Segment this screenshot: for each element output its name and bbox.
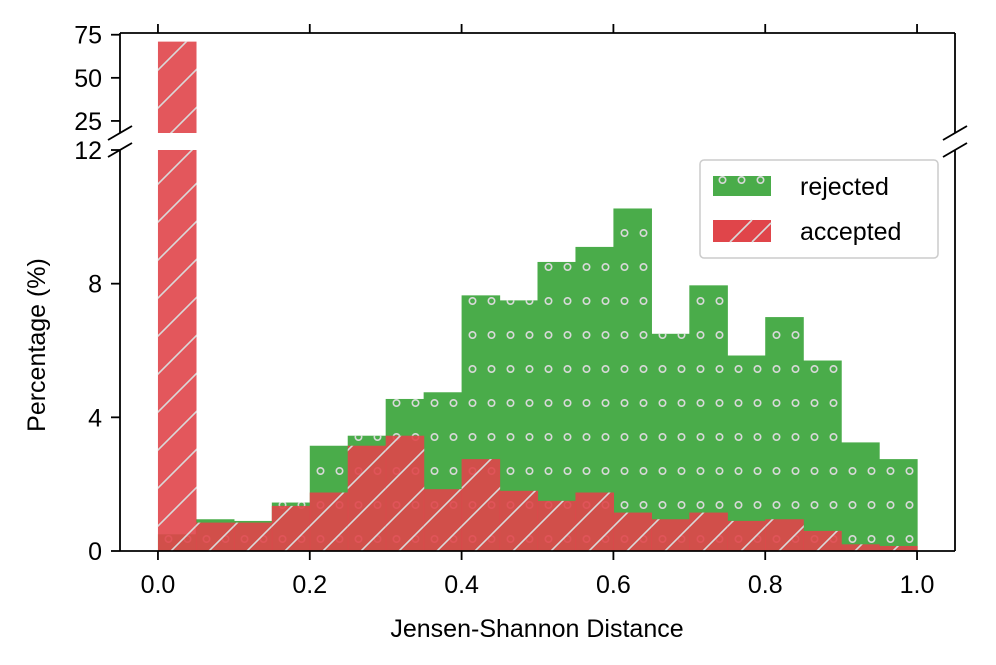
bar-accepted-2-hatch [233,522,273,551]
bar-accepted-7-hatch [423,489,463,551]
x-tick-label-5: 1.0 [900,571,935,599]
bar-accepted-16-hatch [765,519,804,551]
y-lower-tick-label-0: 0 [88,538,102,566]
upper-panel-bars [157,41,197,133]
y-upper-tick-label-1: 50 [74,65,102,93]
y-upper-tick-label-0: 25 [74,108,102,136]
legend-label-accepted: accepted [800,218,901,246]
axes-frame [107,32,968,552]
y-upper-tick-label-2: 75 [74,22,102,50]
bar-accepted-0-hatch [157,150,197,551]
bar-accepted-17-hatch [803,530,842,551]
bar-accepted-19-hatch [879,545,918,551]
y-lower-tick-label-1: 4 [88,404,102,432]
bar-rejected-13-hatch [651,333,690,551]
bar-accepted-13-hatch [651,519,690,551]
bar-rejected-17-hatch [803,360,842,551]
x-tick-label-1: 0.2 [292,571,327,599]
bar-accepted-1-hatch [195,522,235,551]
lower-panel-bars [157,150,918,551]
bar-rejected-19-hatch [879,459,918,551]
legend: rejected accepted [699,159,939,259]
bar-accepted-8-hatch [461,459,501,551]
bar-accepted-4-hatch [309,492,349,551]
x-tick-label-3: 0.6 [596,571,631,599]
legend-swatch-accepted-hatch [729,219,772,243]
bar-accepted-3-hatch [271,505,311,551]
y-lower-tick-label-2: 8 [88,271,102,299]
y-axis-label: Percentage (%) [23,258,51,432]
bar-accepted-15-hatch [727,520,766,551]
break-mark-lower-right [942,142,968,158]
bar-rejected-16-hatch [765,317,804,551]
x-axis-label: Jensen-Shannon Distance [390,615,683,643]
bar-accepted-6-hatch [385,435,425,551]
x-tick-label-0: 0.0 [141,571,176,599]
bar-accepted-14-hatch [689,512,728,551]
bar-rejected-15-hatch [727,355,766,551]
bar-accepted-10-hatch [537,500,577,551]
legend-swatch-rejected-hatch [713,176,771,196]
x-tick-label-4: 0.8 [748,571,783,599]
bar-accepted-9-hatch [499,490,539,551]
x-tick-label-2: 0.4 [444,571,479,599]
bar-accepted-18-hatch [841,544,880,551]
bar-rejected-18-hatch [841,442,880,551]
break-mark-upper-left [107,125,133,141]
bar-accepted-5-hatch [347,445,387,551]
break-mark-upper-right [942,125,968,141]
bar-accepted-12-hatch [613,512,652,551]
bar-accepted-11-hatch [575,492,615,551]
bar-rejected-12-hatch [613,208,652,551]
legend-label-rejected: rejected [800,173,889,201]
y-lower-tick-label-3: 12 [74,137,102,165]
bar-rejected-14-hatch [689,285,728,551]
bar-accepted-0-upper-hatch [157,41,197,133]
